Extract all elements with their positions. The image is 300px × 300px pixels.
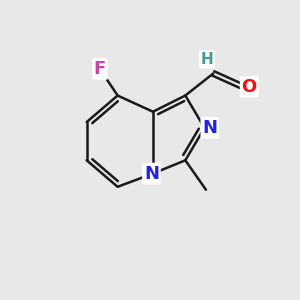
Text: N: N [202, 119, 217, 137]
Text: H: H [200, 52, 213, 67]
Text: O: O [242, 78, 257, 96]
Text: F: F [94, 60, 106, 78]
Text: F: F [94, 60, 106, 78]
Text: H: H [200, 52, 213, 67]
Text: N: N [202, 119, 217, 137]
Text: N: N [144, 165, 159, 183]
Text: N: N [144, 165, 159, 183]
Text: O: O [242, 78, 257, 96]
